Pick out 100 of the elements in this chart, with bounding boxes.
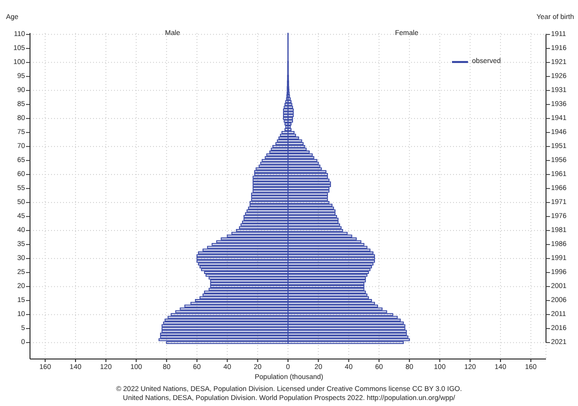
bar <box>202 248 288 252</box>
bar <box>216 240 288 244</box>
bar <box>194 299 288 302</box>
bar <box>288 276 366 280</box>
bar <box>180 307 288 310</box>
bar <box>242 220 288 224</box>
bar <box>282 116 288 120</box>
bar <box>288 178 330 182</box>
bar <box>288 120 294 123</box>
bar <box>288 341 404 344</box>
bar <box>210 282 288 286</box>
bar <box>288 220 339 224</box>
bar <box>170 313 288 316</box>
bar <box>288 282 364 286</box>
bar <box>281 130 288 134</box>
bar <box>284 128 288 132</box>
bar <box>244 215 288 218</box>
bar <box>196 254 288 258</box>
bar <box>284 120 288 123</box>
bar <box>258 164 288 168</box>
bar <box>248 206 288 210</box>
bar <box>288 254 375 258</box>
bar <box>288 142 304 146</box>
bar <box>288 200 330 204</box>
bar <box>166 341 288 344</box>
bar <box>288 170 326 174</box>
bar <box>210 285 288 288</box>
bar <box>288 198 328 202</box>
bar <box>250 200 288 204</box>
bar <box>282 111 288 114</box>
bar <box>226 234 288 238</box>
bar <box>288 108 294 112</box>
bar <box>288 327 406 330</box>
bar <box>288 257 375 260</box>
bar <box>288 130 295 134</box>
bar <box>204 271 288 274</box>
bar <box>288 293 368 296</box>
bar <box>288 226 342 230</box>
bar <box>288 271 369 274</box>
bar <box>204 290 288 294</box>
bar <box>212 243 288 246</box>
bar <box>252 186 288 190</box>
bar <box>251 198 288 202</box>
bar <box>288 248 370 252</box>
bar <box>288 156 314 160</box>
bar <box>245 212 288 216</box>
bar <box>288 299 372 302</box>
bar <box>288 313 394 316</box>
bar <box>288 144 306 148</box>
bar <box>288 164 320 168</box>
bar <box>252 178 288 182</box>
bar <box>288 332 407 336</box>
bar <box>208 276 288 280</box>
bar <box>202 293 288 296</box>
bar <box>288 136 300 140</box>
bar <box>288 192 328 196</box>
bar <box>288 150 310 154</box>
bar <box>262 158 288 162</box>
bar <box>288 234 352 238</box>
bar <box>272 144 288 148</box>
bar <box>275 142 288 146</box>
bar <box>254 170 288 174</box>
bar <box>164 318 288 322</box>
bar <box>288 212 336 216</box>
bar <box>288 307 383 310</box>
bar <box>160 335 288 338</box>
bar <box>198 262 288 266</box>
bar <box>288 321 404 324</box>
bar <box>288 106 294 109</box>
bar <box>264 156 288 160</box>
bar <box>236 229 288 232</box>
bar <box>288 335 408 338</box>
bar <box>285 100 288 104</box>
bar <box>284 102 288 106</box>
bar <box>288 262 374 266</box>
bar <box>163 321 288 324</box>
bar <box>282 108 288 112</box>
bar <box>201 268 288 272</box>
bar <box>288 240 362 244</box>
bar <box>288 290 366 294</box>
bar <box>251 192 288 196</box>
bar <box>288 229 344 232</box>
bar <box>238 226 288 230</box>
bar <box>162 327 288 330</box>
bar <box>184 304 288 308</box>
bar <box>288 304 378 308</box>
bar <box>288 318 401 322</box>
bar <box>278 136 288 140</box>
bar <box>196 257 288 260</box>
bar <box>282 114 288 118</box>
bar <box>288 172 328 176</box>
bar <box>269 150 288 154</box>
bar <box>288 268 370 272</box>
bar <box>288 184 331 188</box>
bar <box>288 285 364 288</box>
bar <box>160 332 288 336</box>
bar <box>252 184 288 188</box>
bar <box>284 122 288 126</box>
bar <box>288 114 294 118</box>
bar <box>254 172 288 176</box>
